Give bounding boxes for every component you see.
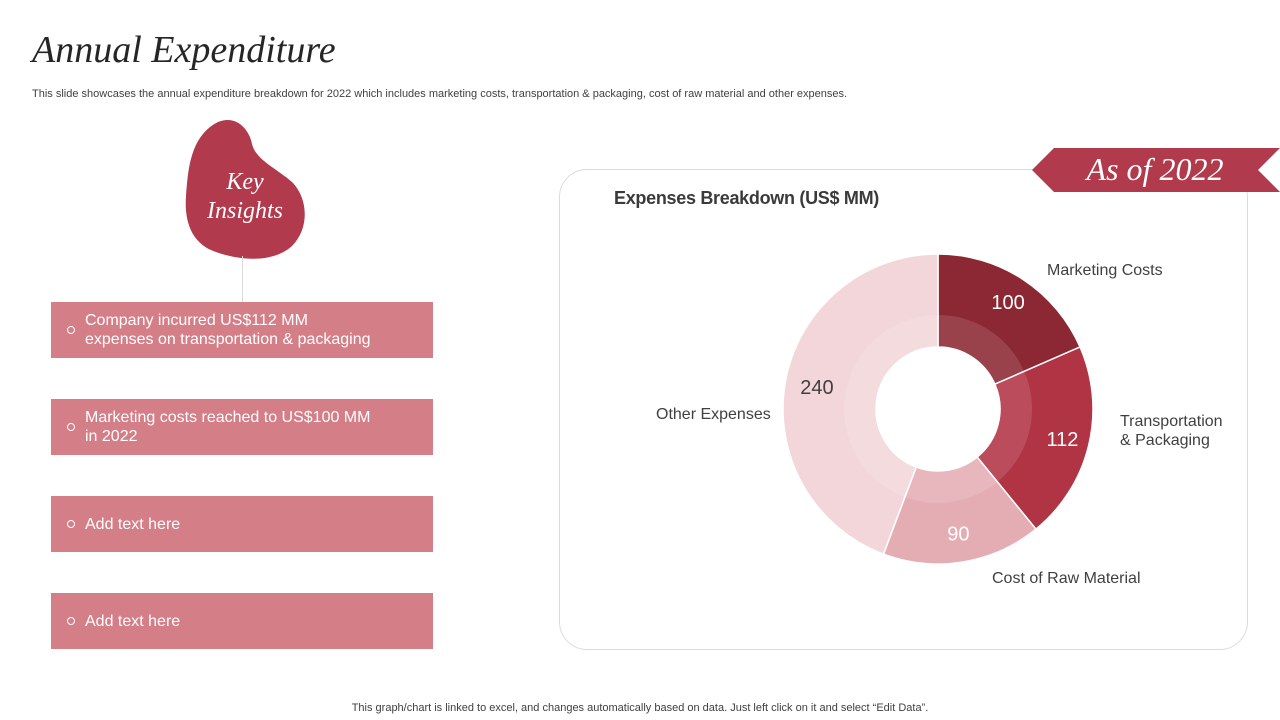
key-insights-heading-line2: Insights — [206, 198, 283, 224]
insight-box-2: Marketing costs reached to US$100 MM in … — [51, 399, 433, 455]
insight-line: expenses on transportation & packaging — [85, 331, 371, 348]
category-label-marketing: Marketing Costs — [1047, 261, 1163, 280]
connector-line — [242, 256, 243, 302]
chart-card — [559, 169, 1248, 650]
insight-text: Company incurred US$112 MM expenses on t… — [85, 311, 371, 349]
donut-slice-transportation[interactable] — [976, 346, 1094, 531]
donut-chart[interactable]: 100 112 90 240 — [760, 230, 1120, 590]
bullet-circle-icon — [67, 423, 75, 431]
slide-subtitle: This slide showcases the annual expendit… — [32, 88, 848, 100]
category-label-line: Cost of Raw Material — [992, 570, 1141, 587]
data-label-other: 240 — [800, 377, 833, 399]
insight-box-4: Add text here — [51, 593, 433, 649]
donut-slice-raw-material[interactable] — [882, 456, 1037, 565]
insight-text: Add text here — [85, 612, 181, 630]
category-label-other: Other Expenses — [656, 405, 771, 424]
footer-note: This graph/chart is linked to excel, and… — [351, 702, 929, 714]
insight-line: in 2022 — [85, 428, 138, 445]
key-insights-heading-line1: Key — [226, 169, 264, 195]
category-label-line: Marketing Costs — [1047, 262, 1163, 279]
date-ribbon — [1032, 148, 1280, 192]
insight-box-1: Company incurred US$112 MM expenses on t… — [51, 302, 433, 358]
bullet-circle-icon — [67, 326, 75, 334]
data-label-transportation: 112 — [1046, 429, 1078, 451]
donut-inner-ring — [843, 315, 1032, 503]
insight-text: Add text here — [85, 515, 181, 533]
donut-slice-other[interactable] — [782, 253, 939, 556]
key-insights-blob — [185, 120, 305, 259]
data-label-marketing: 100 — [991, 292, 1024, 314]
bullet-circle-icon — [67, 520, 75, 528]
chart-title: Expenses Breakdown (US$ MM) — [614, 188, 879, 208]
category-label-line: Transportation — [1120, 413, 1223, 430]
insight-text: Marketing costs reached to US$100 MM in … — [85, 408, 370, 446]
data-label-raw-material: 90 — [947, 523, 969, 545]
insight-line: Marketing costs reached to US$100 MM — [85, 409, 371, 426]
insight-line: Company incurred US$112 MM — [85, 312, 308, 329]
category-label-transportation: Transportation & Packaging — [1120, 412, 1223, 450]
date-ribbon-label: As of 2022 — [1086, 151, 1224, 187]
bullet-circle-icon — [67, 617, 75, 625]
donut-slice-marketing[interactable] — [937, 253, 1082, 386]
insight-box-3: Add text here — [51, 496, 433, 552]
category-label-raw-material: Cost of Raw Material — [992, 569, 1141, 588]
key-insights-heading: Key Insights — [182, 168, 308, 226]
slide-title: Annual Expenditure — [32, 29, 336, 71]
category-label-line: & Packaging — [1120, 432, 1210, 449]
category-label-line: Other Expenses — [656, 406, 771, 423]
